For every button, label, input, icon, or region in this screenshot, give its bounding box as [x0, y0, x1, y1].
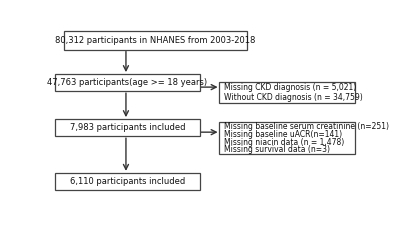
Text: Without CKD diagnosis (n = 34,759): Without CKD diagnosis (n = 34,759) — [224, 93, 363, 102]
Text: 7,983 participants included: 7,983 participants included — [70, 123, 185, 132]
Text: 80,312 participants in NHANES from 2003-2018: 80,312 participants in NHANES from 2003-… — [55, 36, 256, 45]
Text: 6,110 participants included: 6,110 participants included — [70, 177, 185, 186]
FancyBboxPatch shape — [55, 74, 200, 91]
FancyBboxPatch shape — [219, 82, 355, 103]
FancyBboxPatch shape — [55, 173, 200, 190]
FancyBboxPatch shape — [219, 122, 355, 154]
FancyBboxPatch shape — [64, 31, 247, 50]
Text: Missing baseline serum creatinine (n=251): Missing baseline serum creatinine (n=251… — [224, 122, 389, 131]
FancyBboxPatch shape — [55, 119, 200, 136]
Text: Missing baseline uACR(n=141): Missing baseline uACR(n=141) — [224, 130, 342, 139]
Text: Missing survival data (n=3): Missing survival data (n=3) — [224, 145, 330, 154]
Text: Missing CKD diagnosis (n = 5,021): Missing CKD diagnosis (n = 5,021) — [224, 83, 356, 92]
Text: 47,763 participants(age >= 18 years): 47,763 participants(age >= 18 years) — [48, 78, 208, 87]
Text: Missing niacin data (n = 1,478): Missing niacin data (n = 1,478) — [224, 138, 344, 147]
